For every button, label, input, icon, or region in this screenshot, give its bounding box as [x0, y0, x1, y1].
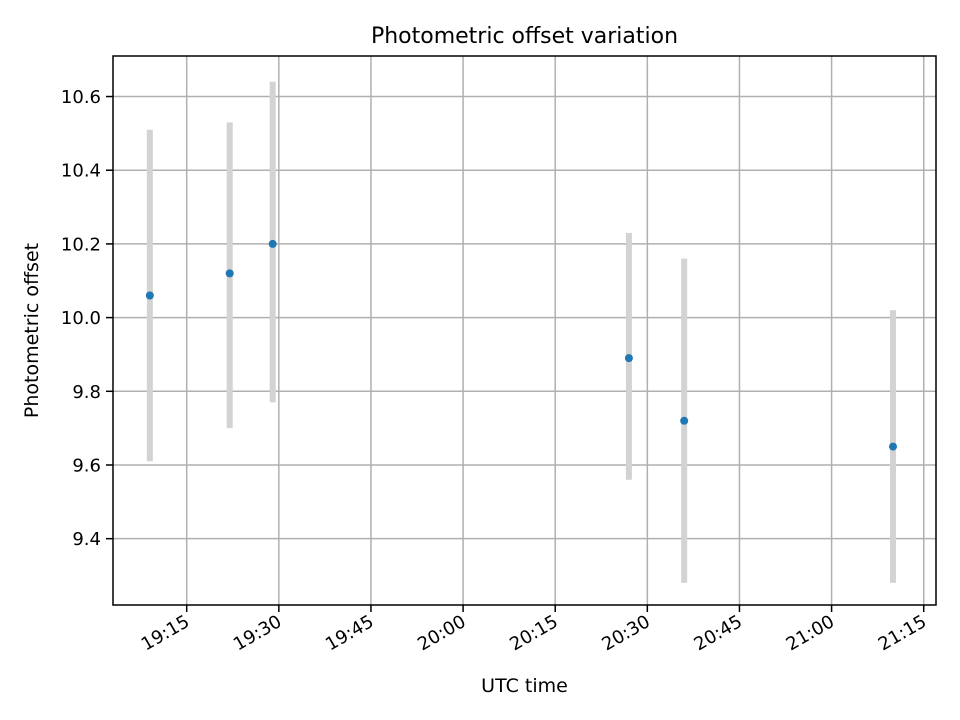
data-point: [624, 354, 633, 363]
y-tick-label: 10.4: [61, 161, 101, 182]
chart-title: Photometric offset variation: [371, 24, 678, 49]
data-point: [145, 291, 154, 300]
y-tick-label: 10.2: [61, 234, 101, 255]
data-point: [889, 442, 898, 451]
y-axis-ticks: 9.4 9.6 9.8 10.0 10.2 10.4 10.6: [61, 87, 113, 550]
x-tick-label: 20:30: [598, 611, 653, 655]
error-bars: [146, 81, 897, 583]
x-tick-label: 20:15: [506, 611, 561, 655]
x-axis-label: UTC time: [481, 675, 568, 697]
y-axis-label: Photometric offset: [21, 243, 43, 418]
x-tick-label: 19:45: [322, 611, 377, 655]
data-points: [145, 239, 898, 451]
y-tick-label: 9.4: [72, 529, 101, 550]
y-tick-label: 9.8: [72, 382, 101, 403]
x-tick-label: 21:00: [783, 611, 838, 655]
x-axis-ticks: 19:15 19:30 19:45 20:00 20:15 20:30 20:45 21:00…: [138, 605, 930, 655]
data-point: [680, 416, 689, 425]
plot-frame: [112, 55, 937, 606]
y-tick-label: 10.0: [61, 308, 101, 329]
grid: [113, 56, 936, 605]
x-tick-label: 20:00: [414, 611, 469, 655]
x-tick-label: 20:45: [691, 611, 746, 655]
data-point: [268, 239, 277, 248]
x-tick-label: 19:30: [230, 611, 285, 655]
y-tick-label: 10.6: [61, 87, 101, 108]
data-point: [225, 269, 234, 278]
y-tick-label: 9.6: [72, 455, 101, 476]
x-tick-label: 19:15: [138, 611, 193, 655]
x-tick-label: 21:15: [875, 611, 930, 655]
